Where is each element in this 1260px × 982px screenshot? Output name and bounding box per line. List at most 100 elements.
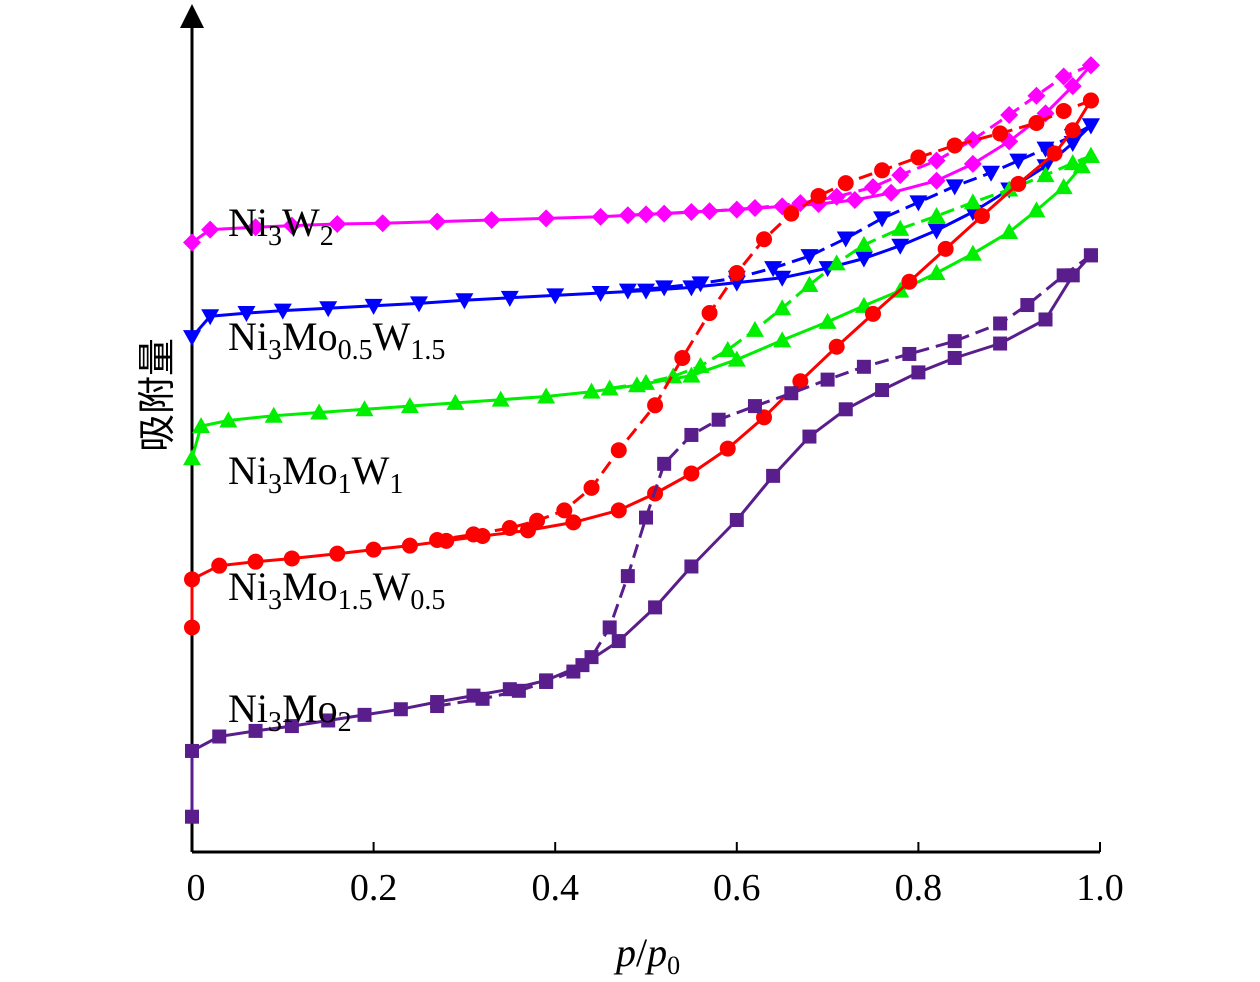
adsorption-point [482,211,501,230]
desorption-point [511,683,526,698]
adsorption-point [219,411,238,428]
desorption-point [529,512,546,529]
label-part: 3 [268,469,282,500]
desorption-point [756,231,773,248]
desorption-point [600,379,619,396]
adsorption-point [183,449,201,466]
adsorption-point [838,402,853,417]
desorption-point [475,691,490,706]
desorption-point [963,193,982,210]
adsorption-point [283,550,300,567]
adsorption-point [455,293,474,310]
desorption-point [566,664,581,679]
adsorption-point [401,537,418,554]
adsorption-point [727,350,746,367]
adsorption-point [1046,145,1063,162]
series-labels: Ni3W2Ni3Mo0.5W1.5Ni3Mo1W1Ni3Mo1.5W0.5Ni3… [228,200,445,738]
desorption-point [602,620,617,635]
adsorption-point [212,729,227,744]
label-part: Ni [228,314,268,359]
desorption-point [1082,92,1099,109]
adsorption-point [1063,77,1082,96]
label-part: W [373,564,411,609]
desorption-point [583,479,600,496]
desorption-point [691,356,710,373]
adsorption-point [284,719,299,734]
desorption-point [700,202,719,221]
desorption-point [992,125,1009,142]
adsorption-point [183,233,201,252]
desorption-point [982,165,1001,182]
desorption-point [1036,166,1055,183]
label-part: Mo [282,314,338,359]
adsorption-point [901,273,918,290]
desorption-point [718,340,737,357]
adsorption-point [1027,201,1046,218]
desorption-point [1036,141,1055,158]
label-part: Mo [282,686,338,731]
desorption-point [800,275,819,292]
desorption-point [963,130,982,149]
adsorption-point [792,373,809,390]
desorption-point [430,699,445,714]
adsorption-point [393,702,408,717]
desorption-point [1009,153,1028,170]
desorption-point [647,397,664,414]
adsorption-point [537,209,556,228]
x-axis-title-slash: / [636,930,648,975]
adsorption-point [355,400,374,417]
adsorption-point [927,171,946,190]
adsorption-point [875,383,890,398]
adsorption-point [184,571,200,588]
desorption-point [1081,56,1100,75]
desorption-point [773,299,792,316]
adsorption-point [684,559,699,574]
label-part: 2 [320,221,334,252]
desorption-point [1081,118,1100,135]
x-tick-label: 0.4 [531,867,579,909]
desorption-point [927,207,946,224]
label-part: Mo [282,564,338,609]
adsorption-point [773,331,792,348]
label-part: Ni [228,686,268,731]
adsorption-point [637,283,655,300]
desorption-line [436,99,1092,542]
adsorption-point [947,350,962,365]
adsorption-point [973,208,990,225]
adsorption-point [565,514,582,531]
adsorption-point [865,305,881,322]
series-label-4: Ni3Mo2 [228,686,352,738]
adsorption-point [246,218,265,237]
label-part: 0.5 [338,335,373,366]
x-axis-title-main: p [613,930,636,975]
desorption-point [655,280,674,297]
desorption-point [639,510,653,525]
adsorption-point [1010,175,1027,192]
desorption-point [674,349,691,366]
desorption-point [910,149,927,166]
label-part: Mo [282,448,338,493]
adsorption-point [546,288,565,305]
series-0 [183,56,1100,252]
series-layer [183,56,1100,824]
desorption-point [827,187,846,206]
label-part: Ni [228,564,268,609]
desorption-point [891,166,910,185]
adsorption-point [1054,178,1073,195]
desorption-point [827,254,846,271]
adsorption-point [591,286,610,303]
adsorption-point [911,365,926,380]
adsorption-point [329,545,346,562]
label-part: Ni [228,448,268,493]
adsorption-point [357,707,372,722]
adsorption-point [719,440,736,457]
desorption-point [584,650,599,665]
desorption-point [1056,268,1071,283]
adsorption-point [364,298,383,315]
desorption-point [1083,248,1098,263]
label-part: 0.5 [410,585,445,616]
label-part: 2 [338,707,352,738]
series-label-1: Ni3Mo0.5W1.5 [228,314,445,366]
adsorption-point [365,541,382,558]
adsorption-point [321,713,336,728]
